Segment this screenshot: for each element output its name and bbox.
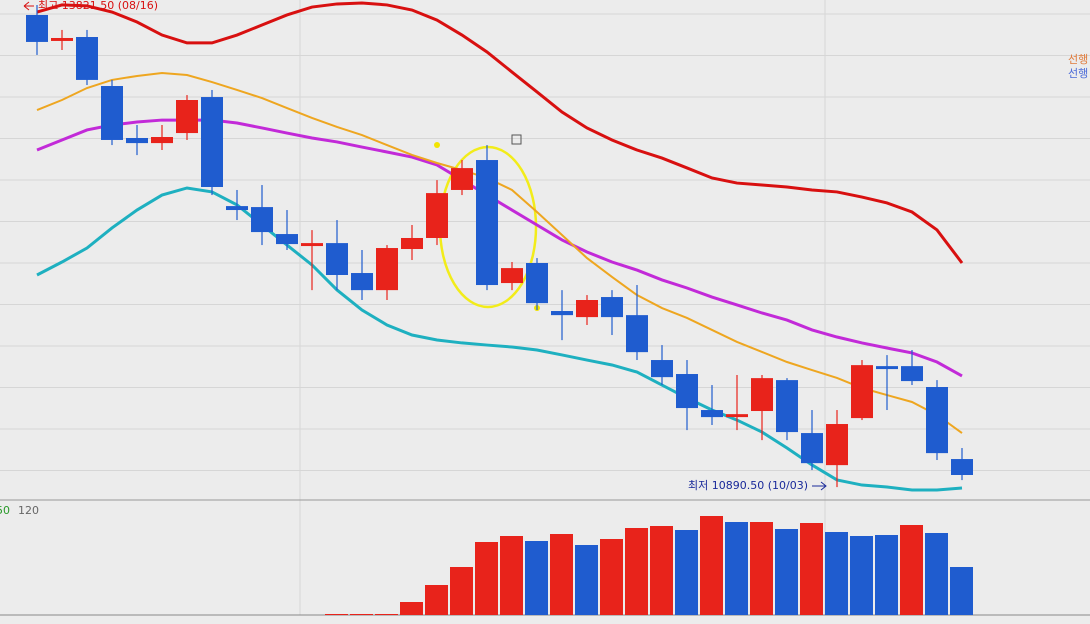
volume-bar [500, 536, 523, 615]
candle-body [626, 315, 648, 353]
volume-bar [725, 522, 748, 615]
candle-body [401, 237, 423, 250]
candle-body [851, 365, 873, 419]
volume-bar [675, 530, 698, 615]
volume-bar [600, 539, 623, 615]
candle-body [451, 168, 473, 190]
volume-bar [450, 567, 473, 615]
candle-body [476, 160, 498, 286]
candle-body [901, 366, 923, 382]
candle-body [176, 100, 198, 134]
volume-bar [750, 522, 773, 615]
candle-body [251, 207, 273, 233]
volume-bar [850, 536, 873, 615]
moving-average-line [36, 1, 964, 264]
volume-bar [325, 614, 348, 615]
candle-body [151, 137, 173, 144]
candle-body [51, 37, 73, 41]
volume-bar [550, 534, 573, 615]
low-arrow [812, 481, 827, 491]
volume-bar [475, 542, 498, 615]
volume-bar [900, 525, 923, 615]
candle-body [326, 243, 348, 275]
high-arrow [23, 1, 34, 11]
candle-body [101, 86, 123, 140]
candle-body [526, 262, 548, 304]
candle-body [551, 311, 573, 316]
volume-bar [800, 523, 823, 615]
volume-bar [375, 614, 398, 615]
volume-bar [625, 528, 648, 615]
candle-body [726, 414, 748, 418]
candle-body [876, 366, 898, 370]
candle-body [751, 378, 773, 412]
candle-body [926, 387, 948, 454]
volume-bar [775, 529, 798, 615]
volume-bar [825, 532, 848, 615]
volume-bar [925, 533, 948, 615]
candle-body [76, 37, 98, 80]
candle-body [801, 433, 823, 464]
volume-label: 120 [18, 504, 39, 517]
right-label: 선행 [1068, 67, 1088, 80]
volume-bar [650, 526, 673, 615]
low-label: 최저 10890.50 (10/03) [688, 479, 808, 492]
marker [434, 142, 440, 148]
candle-body [776, 380, 798, 433]
candle-body [226, 206, 248, 211]
candle-body [26, 14, 48, 42]
volume-bar [400, 602, 423, 615]
candle-body [576, 300, 598, 318]
volume-bar [425, 585, 448, 615]
candle-body [501, 268, 523, 284]
candle-body [601, 297, 623, 318]
volume-bar [350, 614, 373, 615]
volume-bar [950, 567, 973, 615]
candle-body [676, 374, 698, 409]
candle-body [201, 97, 223, 188]
volume-bar [525, 541, 548, 615]
candle-body [651, 360, 673, 378]
candle-body [951, 459, 973, 475]
right-label: 선행 [1068, 53, 1088, 66]
candle-body [301, 243, 323, 247]
marker [511, 134, 522, 145]
candle-body [701, 410, 723, 418]
volume-bar [875, 535, 898, 615]
candle-body [351, 273, 373, 291]
candle-body [426, 193, 448, 238]
candle-body [126, 137, 148, 144]
candle-body [276, 234, 298, 245]
candle-body [826, 424, 848, 466]
volume-bar [700, 516, 723, 615]
volume-label: 50 [0, 504, 10, 517]
high-label: 최고 13821.50 (08/16) [38, 0, 158, 12]
moving-average-line [36, 72, 963, 434]
volume-bar [575, 545, 598, 615]
candle-body [376, 248, 398, 291]
